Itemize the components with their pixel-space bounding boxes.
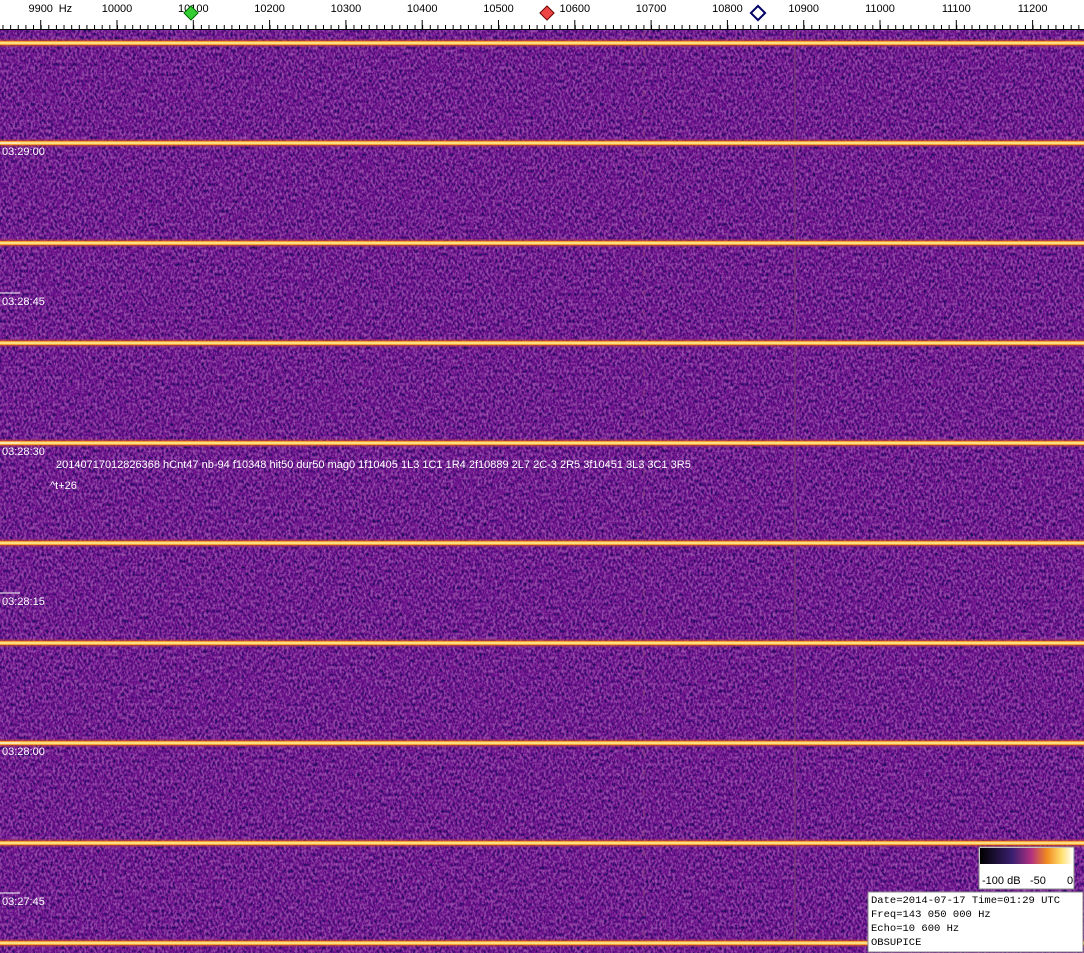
tick-label: 10800 <box>712 3 743 15</box>
annotation-line: 20140717012826368 hCnt47 nb-94 f10348 hi… <box>56 459 691 471</box>
annotation-offset: ^t+26 <box>50 480 77 492</box>
tick-label: 11000 <box>865 3 895 15</box>
marker-red <box>539 5 555 21</box>
unit-label: Hz <box>59 3 72 15</box>
tick-label: 10400 <box>407 3 438 15</box>
colorbar-label: -50 <box>1030 875 1046 887</box>
colorbar-label: 0 <box>1067 875 1073 887</box>
time-label: 03:28:30 <box>2 446 45 458</box>
time-label: 03:28:00 <box>2 746 45 758</box>
info-line: Date=2014-07-17 Time=01:29 UTC <box>871 895 1060 907</box>
time-label: 03:28:45 <box>2 296 45 308</box>
ruler-ticks: 9900100001010010200103001040010500106001… <box>2 3 1080 29</box>
tick-label: 10700 <box>636 3 667 15</box>
info-box <box>867 891 1084 953</box>
time-labels: 03:29:00 03:28:45 03:28:30 03:28:15 03:28:00… <box>0 142 45 908</box>
info-line: OBSUPICE <box>871 937 921 949</box>
info-lines: Date=2014-07-17 Time=01:29 UTC Freq=143 0… <box>871 895 1060 949</box>
info-line: Freq=143 050 000 Hz <box>871 909 991 921</box>
tick-label: 10900 <box>788 3 819 15</box>
marker-green <box>183 5 199 21</box>
colorbar <box>980 848 1073 864</box>
time-label: 03:27:45 <box>2 896 45 908</box>
tick-label: 11100 <box>942 3 971 15</box>
tick-label: 10600 <box>560 3 591 15</box>
colorbar-label: -100 dB <box>982 875 1021 887</box>
info-line: Echo=10 600 Hz <box>871 923 959 935</box>
tick-label: 10200 <box>254 3 285 15</box>
tick-label: 10300 <box>331 3 362 15</box>
time-bands <box>0 39 1084 947</box>
tick-label: 9900 <box>28 3 52 15</box>
tick-label: 11200 <box>1018 3 1048 15</box>
time-label: 03:29:00 <box>2 146 45 158</box>
marker-blue <box>749 4 767 22</box>
time-label: 03:28:15 <box>2 596 45 608</box>
tick-label: 10000 <box>102 3 133 15</box>
tick-label: 10500 <box>483 3 514 15</box>
waterfall-noise <box>0 30 1084 953</box>
